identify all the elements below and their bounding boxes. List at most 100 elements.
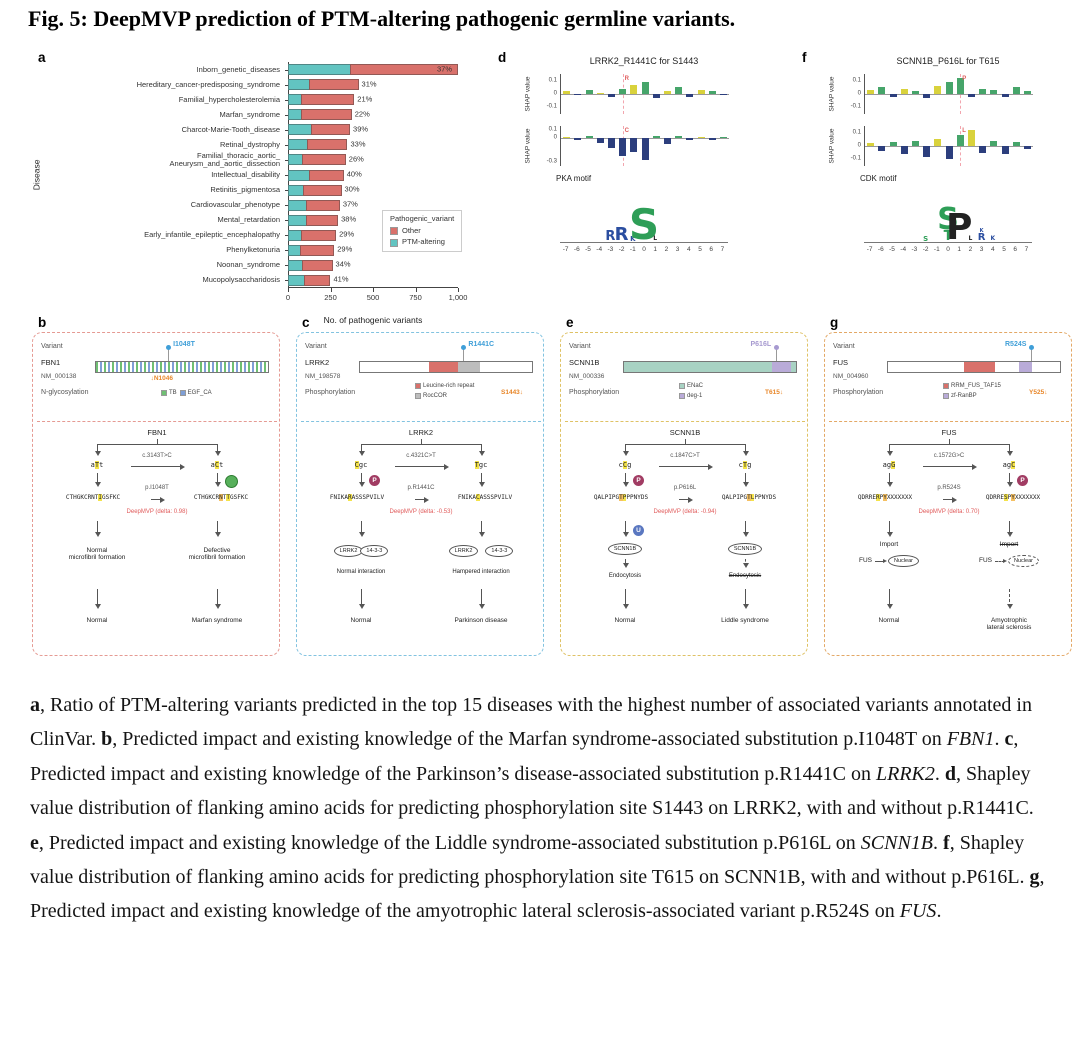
flow-split bbox=[361, 444, 481, 445]
bar-segment-other bbox=[308, 79, 359, 91]
domain-legend-label: EGF_CA bbox=[187, 390, 212, 396]
import-row-wt: FUS Nuclear bbox=[833, 555, 945, 568]
shap-bar bbox=[563, 137, 571, 138]
ptm-type-label: Phosphorylation bbox=[305, 389, 356, 396]
flow-arrow-mut bbox=[214, 589, 221, 609]
site-arrow-icon: ↓ bbox=[1044, 389, 1048, 396]
ptm-badge-u: U bbox=[633, 525, 644, 536]
domain-legend-item: ENaC bbox=[679, 383, 703, 390]
protein-oval: SCNN1B bbox=[727, 543, 763, 556]
flow-arrow-wt bbox=[886, 521, 893, 537]
variant-letter-mark: P bbox=[962, 76, 967, 82]
motif-x-tick-label: 3 bbox=[675, 246, 680, 253]
shap-y-tick-label: 0.1 bbox=[548, 126, 557, 133]
shap-title-f: SCNN1B_P616L for T615 bbox=[896, 56, 1000, 66]
motif-x-tick-label: 1 bbox=[957, 246, 961, 253]
flow-arrow-mut bbox=[478, 589, 485, 609]
flow-arrow-wt bbox=[622, 473, 629, 487]
panel-letter-b: b bbox=[38, 315, 47, 330]
variant-position-line bbox=[960, 126, 962, 166]
shap-bar bbox=[1012, 142, 1020, 146]
y-tick bbox=[285, 250, 288, 252]
y-tick bbox=[285, 175, 288, 176]
disease-label: Marfan_syndrome bbox=[219, 109, 280, 119]
shap-bar bbox=[719, 137, 727, 138]
import-subject: FUS bbox=[859, 557, 873, 565]
shap-bar bbox=[1012, 87, 1020, 94]
variant-row-label: Variant bbox=[833, 343, 855, 350]
legend-item-other: Other bbox=[390, 226, 454, 236]
shap-y-tick-label: 0 bbox=[857, 142, 861, 149]
variant-pin-dot bbox=[773, 345, 779, 350]
motif-x-tick-label: 7 bbox=[1024, 246, 1029, 253]
panel-letter-e: e bbox=[566, 315, 574, 330]
bar-pct-label: 37% bbox=[437, 64, 453, 74]
bar-pct-label: 40% bbox=[346, 169, 362, 179]
sequence-wt: CTHGKCRNTIGSFKC bbox=[65, 494, 121, 501]
flow-gene: SCNN1B bbox=[669, 428, 701, 437]
outcome-wt: Normal bbox=[86, 617, 108, 624]
shap-bar bbox=[574, 94, 582, 96]
flow-arrow-wt bbox=[358, 589, 365, 609]
motif-letter: L bbox=[653, 235, 658, 243]
y-tick bbox=[285, 235, 288, 237]
flow-arrow-wt bbox=[886, 444, 893, 456]
flow-arrow-wt bbox=[94, 521, 101, 537]
shap-bar bbox=[956, 135, 964, 146]
disease-label: Hereditary_cancer-predisposing_syndrome bbox=[136, 79, 280, 89]
outcome-wt: Normal bbox=[614, 617, 636, 624]
shap-bar bbox=[585, 136, 593, 138]
codon-wt: aTt bbox=[90, 461, 104, 469]
ptm-badge-p: P bbox=[633, 475, 644, 486]
disease-label: Inborn_genetic_diseases bbox=[196, 64, 280, 74]
y-tick bbox=[285, 69, 288, 71]
protein-domain-segment bbox=[771, 362, 791, 372]
motif-x-tick-label: 1 bbox=[653, 246, 657, 253]
motif-letter: T bbox=[943, 228, 953, 244]
deepmvp-delta: DeepMVP (delta: 0.98) bbox=[126, 509, 188, 515]
flow-split bbox=[889, 444, 1009, 445]
variant-panel-b: Variant I1048T FBN1 NM_000138 N-glycosylatio… bbox=[32, 332, 280, 656]
flow-arrow-mut bbox=[742, 444, 749, 456]
disease-label: Intellectual_disability bbox=[211, 170, 280, 180]
shap-bar bbox=[1023, 91, 1031, 94]
bar-segment-other bbox=[306, 199, 340, 211]
shap-bar bbox=[596, 138, 604, 143]
ptm-badge-p: P bbox=[369, 475, 380, 486]
flow-gene: LRRK2 bbox=[408, 428, 434, 437]
y-tick bbox=[285, 190, 288, 192]
flow-arrow-mut bbox=[742, 521, 749, 537]
shap-bar bbox=[911, 91, 919, 94]
outcome-wt: Normal bbox=[878, 617, 900, 624]
process-oval-wt: SCNN1B bbox=[569, 543, 681, 556]
ptm-type-label: Phosphorylation bbox=[569, 389, 620, 396]
protein-domain-segment bbox=[1018, 362, 1033, 372]
disease-label: Retinitis_pigmentosa bbox=[210, 185, 280, 195]
shap-bar bbox=[708, 91, 716, 94]
protein-oval: SCNN1B bbox=[607, 543, 643, 556]
shap-y-tick-label: 0.1 bbox=[548, 77, 557, 84]
process-caption-wt: Endocytosis bbox=[608, 573, 642, 579]
import-subject: FUS bbox=[979, 557, 993, 565]
shap-title-d: LRRK2_R1441C for S1443 bbox=[589, 56, 699, 66]
bar-segment-other bbox=[304, 274, 331, 286]
legend-swatch-other bbox=[390, 226, 398, 235]
bar-segment-ptm-altering bbox=[288, 79, 310, 91]
domain-legend: ENaC deg-1 bbox=[679, 383, 703, 400]
shap-y-axis-label: SHAP value bbox=[524, 128, 532, 164]
deepmvp-delta: DeepMVP (delta: -0.94) bbox=[653, 509, 717, 515]
bar-segment-other bbox=[300, 244, 335, 256]
motif-x-tick-label: -5 bbox=[585, 246, 591, 253]
variant-position-line bbox=[960, 74, 962, 114]
flow-arrow-wt bbox=[622, 521, 629, 537]
motif-letter: S bbox=[923, 234, 929, 243]
figure-caption: a, Ratio of PTM-altering variants predic… bbox=[30, 694, 1045, 923]
domain-swatch bbox=[415, 383, 421, 390]
shap-bar bbox=[979, 88, 987, 94]
domain-legend-label: deg-1 bbox=[687, 392, 703, 399]
protein-domain-segment bbox=[428, 362, 459, 372]
site-arrow-icon: ↓ bbox=[519, 389, 524, 396]
panel-letter-c: c bbox=[302, 315, 310, 330]
figure-title: Fig. 5: DeepMVP prediction of PTM-alteri… bbox=[28, 6, 736, 31]
transcript-id: NM_000138 bbox=[41, 373, 77, 380]
